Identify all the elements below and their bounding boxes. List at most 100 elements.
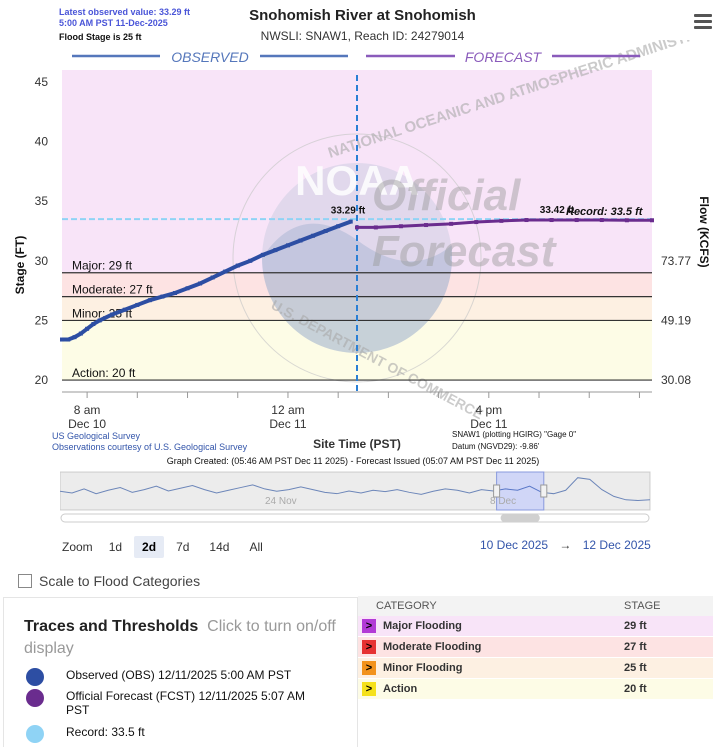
navigator-handle-left[interactable] <box>493 484 501 498</box>
observed-point <box>91 322 96 327</box>
chevron-right-icon: > <box>362 619 376 633</box>
category-stage: 27 ft <box>624 641 647 653</box>
category-table-header: CATEGORY STAGE <box>358 596 713 616</box>
forecast-point <box>355 225 359 230</box>
forecast-point <box>599 218 604 223</box>
range-to-input[interactable]: 12 Dec 2025 <box>582 538 651 552</box>
category-row-moderate[interactable]: > Moderate Flooding 27 ft <box>358 637 713 658</box>
observed-point <box>210 275 215 280</box>
navigator-label: 8 Dec <box>490 496 516 507</box>
forecast-point <box>398 224 403 229</box>
trace-toggle-observed[interactable]: Observed (OBS) 12/11/2025 5:00 AM PST <box>26 668 291 686</box>
observed-point <box>348 219 353 224</box>
observed-point <box>185 286 190 291</box>
x-tick-label: 12 am <box>271 403 304 417</box>
y2-tick-label: 49.19 <box>661 313 691 327</box>
y-tick-label: 40 <box>35 135 49 149</box>
trace-label-observed: Observed (OBS) 12/11/2025 5:00 AM PST <box>66 668 292 682</box>
observed-point <box>323 229 328 233</box>
observed-point <box>198 281 203 286</box>
observed-point <box>97 318 102 323</box>
observed-point <box>298 238 303 243</box>
record-label: Record: 33.5 ft <box>566 206 644 218</box>
y-tick-label: 45 <box>35 75 49 89</box>
latest-observed-info: Latest observed value: 33.29 ft 5:00 AM … <box>59 7 190 29</box>
observed-point <box>78 331 83 336</box>
observed-dot-icon <box>26 668 44 686</box>
observed-point <box>260 252 265 257</box>
trace-label-forecast: Official Forecast (FCST) 12/11/2025 5:07… <box>66 689 305 717</box>
traces-hint: Click to turn on/off display <box>24 618 336 657</box>
observed-point <box>110 312 115 317</box>
observed-point <box>336 224 341 229</box>
chevron-right-icon: > <box>362 682 376 696</box>
chart-title: Snohomish River at Snohomish <box>249 7 476 24</box>
observed-point <box>172 291 177 296</box>
y-tick-label: 30 <box>35 254 49 268</box>
scale-checkbox[interactable] <box>18 574 32 588</box>
forecast-point <box>373 225 378 230</box>
flood-category-table: CATEGORY STAGE > Major Flooding 29 ft > Mo… <box>358 596 713 700</box>
y2-tick-label: 30.08 <box>661 373 691 387</box>
chevron-right-icon: > <box>362 640 376 654</box>
date-range: 10 Dec 2025 → 12 Dec 2025 <box>480 538 651 552</box>
observed-point <box>311 233 316 238</box>
category-stage: 25 ft <box>624 662 647 674</box>
category-header: CATEGORY <box>376 600 437 612</box>
scale-to-flood-toggle[interactable]: Scale to Flood Categories <box>18 573 200 589</box>
trace-toggle-forecast[interactable]: Official Forecast (FCST) 12/11/2025 5:07… <box>26 689 326 717</box>
observed-callout: 33.29 ft <box>331 206 366 217</box>
observed-point <box>135 302 140 307</box>
range-from-input[interactable]: 10 Dec 2025 <box>480 538 549 552</box>
forecast-point <box>650 218 654 223</box>
zoom-all-button[interactable]: All <box>249 540 263 554</box>
forecast-label: FORECAST <box>465 49 543 65</box>
observed-point <box>235 263 240 268</box>
datum-line-1: SNAW1 (plotting HGIRG) "Gage 0" <box>452 430 576 439</box>
usgs-credit: US Geological Survey <box>52 431 141 441</box>
zoom-14d-button[interactable]: 14d <box>209 540 230 554</box>
range-navigator[interactable]: 24 Nov 8 Dec <box>60 470 654 526</box>
forecast-point <box>424 223 429 228</box>
trace-toggle-record[interactable]: Record: 33.5 ft <box>26 725 145 743</box>
observed-point <box>285 243 290 248</box>
y2-tick-label: 73.77 <box>661 254 691 268</box>
stage-header: STAGE <box>624 600 661 612</box>
forecast-dot-icon <box>26 689 44 707</box>
observed-point <box>60 337 64 342</box>
threshold-label: Moderate: 27 ft <box>72 283 153 297</box>
forecast-point <box>524 218 529 223</box>
y2-axis-label: Flow (KCFS) <box>697 196 711 267</box>
navigator-handle-right[interactable] <box>540 484 548 498</box>
x-tick-label: Dec 10 <box>68 417 106 431</box>
category-row-major[interactable]: > Major Flooding 29 ft <box>358 616 713 637</box>
range-arrow-icon: → <box>559 538 572 552</box>
zoom-1d-button[interactable]: 1d <box>108 540 123 554</box>
flood-stage-note: Flood Stage is 25 ft <box>59 32 142 42</box>
threshold-label: Minor: 25 ft <box>72 306 133 320</box>
zoom-2d-button[interactable]: 2d <box>134 536 165 558</box>
observed-point <box>147 298 152 303</box>
watermark-official: Official <box>372 171 521 220</box>
navigator-trace <box>60 477 651 501</box>
observed-point <box>85 326 90 331</box>
zoom-label: Zoom <box>62 540 93 554</box>
observed-label: OBSERVED <box>171 49 249 65</box>
navigator-scrollbar-track <box>60 513 650 523</box>
category-row-minor[interactable]: > Minor Flooding 25 ft <box>358 658 713 679</box>
category-row-action[interactable]: > Action 20 ft <box>358 679 713 700</box>
hamburger-menu-icon[interactable] <box>694 14 712 30</box>
chart-subtitle: NWSLI: SNAW1, Reach ID: 24279014 <box>260 29 465 43</box>
y-tick-label: 25 <box>35 313 49 327</box>
observed-point <box>72 335 77 340</box>
zoom-controls: Zoom 1d 2d 7d 14d All <box>62 536 271 558</box>
navigator-scrollbar-thumb[interactable] <box>500 514 540 522</box>
graph-created-note: Graph Created: (05:46 AM PST Dec 11 2025… <box>167 456 540 466</box>
y-axis-label: Stage (FT) <box>13 236 27 295</box>
datum-line-2: Datum (NGVD29): -9.86' <box>452 442 540 451</box>
zoom-7d-button[interactable]: 7d <box>176 540 190 554</box>
observed-point <box>160 294 165 299</box>
observed-point <box>122 307 127 312</box>
latest-observed-time: 5:00 AM PST 11-Dec-2025 <box>59 18 168 28</box>
navigator-mask-left <box>60 472 497 510</box>
